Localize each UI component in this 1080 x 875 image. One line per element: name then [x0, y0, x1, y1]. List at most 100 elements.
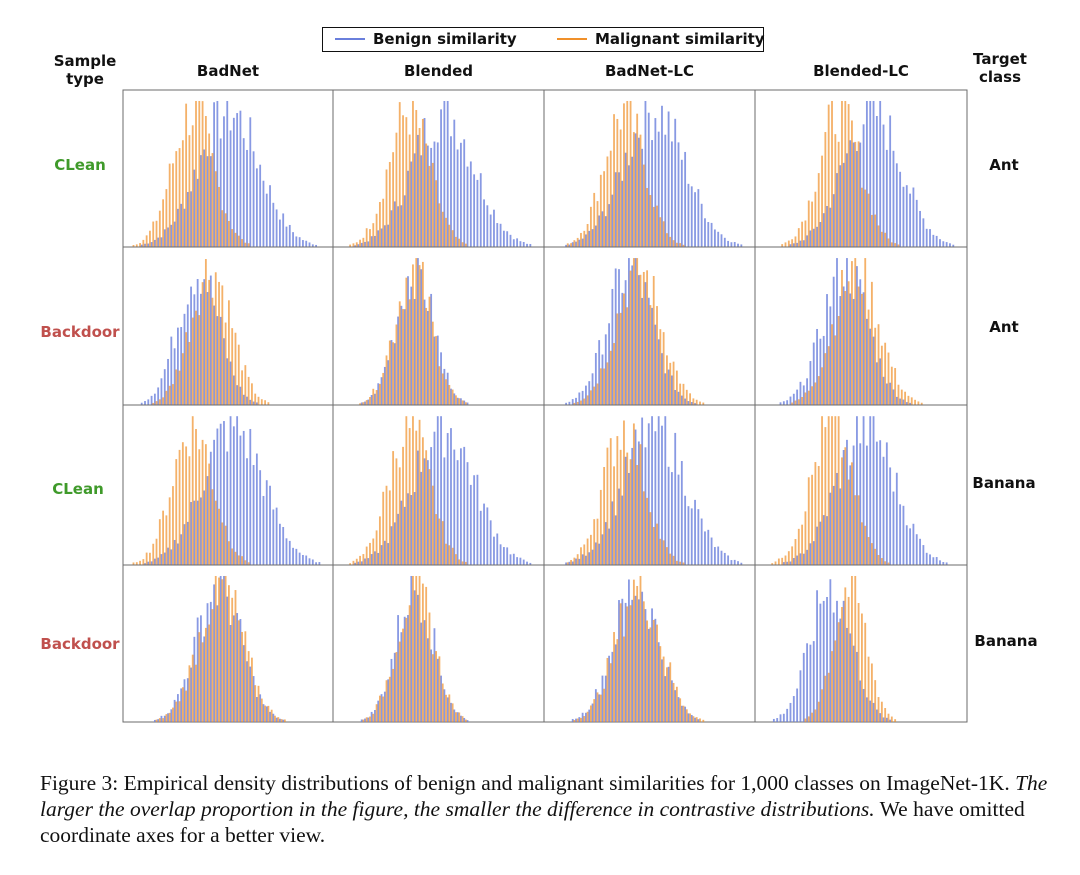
benign-bar: [575, 718, 577, 722]
benign-bar: [417, 594, 419, 722]
benign-bar: [707, 529, 710, 565]
malignant-bar: [218, 186, 220, 247]
benign-bar: [173, 699, 176, 722]
benign-bar: [364, 401, 366, 405]
benign-bar: [393, 652, 396, 722]
malignant-bar: [596, 692, 599, 722]
benign-bar: [269, 185, 271, 247]
benign-bar: [239, 619, 242, 722]
benign-bar: [526, 243, 528, 247]
benign-bar: [223, 116, 225, 247]
target-class-ant-1: Ant: [989, 156, 1019, 174]
benign-bar: [200, 497, 202, 565]
benign-bar: [601, 534, 604, 565]
benign-bar: [216, 605, 219, 722]
benign-bar: [249, 428, 252, 565]
benign-bar: [364, 241, 366, 247]
malignant-bar: [349, 563, 352, 565]
benign-bar: [677, 474, 680, 565]
benign-bar: [819, 222, 822, 247]
benign-bar: [859, 142, 862, 247]
target-class-header-line2: class: [978, 68, 1021, 86]
benign-bar: [459, 398, 462, 405]
benign-bar: [236, 613, 239, 722]
benign-bar: [463, 717, 466, 722]
malignant-bar: [378, 383, 381, 405]
benign-bar: [163, 552, 166, 565]
malignant-bar: [165, 714, 168, 722]
malignant-bar: [685, 389, 688, 405]
benign-bar: [608, 204, 610, 247]
benign-bar: [786, 708, 789, 722]
benign-bar: [177, 208, 179, 247]
malignant-bar: [428, 165, 431, 247]
row-label-clean-banana: CLean: [52, 480, 104, 498]
malignant-bar: [244, 631, 247, 722]
benign-bar: [608, 655, 610, 722]
benign-bar: [173, 348, 176, 405]
benign-bar: [942, 562, 945, 565]
malignant-bar: [804, 511, 807, 565]
malignant-bar: [412, 416, 414, 565]
benign-bar: [585, 555, 587, 565]
malignant-bar: [162, 199, 164, 247]
benign-bar: [272, 509, 275, 565]
malignant-bar: [834, 640, 837, 722]
benign-bar: [733, 241, 736, 247]
malignant-bar: [639, 575, 642, 722]
benign-bar: [370, 711, 373, 722]
benign-bar: [430, 147, 433, 247]
benign-bar: [209, 451, 212, 565]
malignant-bar: [211, 153, 214, 247]
benign-bar: [370, 554, 373, 565]
malignant-bar: [359, 555, 361, 565]
benign-bar: [265, 706, 268, 722]
benign-bar: [697, 719, 700, 722]
benign-bar: [932, 234, 935, 247]
benign-bar: [167, 227, 169, 247]
malignant-bar: [402, 115, 404, 247]
benign-bar: [621, 495, 624, 565]
benign-bar: [637, 275, 640, 405]
benign-bar: [153, 719, 156, 722]
benign-bar: [383, 366, 386, 405]
malignant-bar: [428, 296, 431, 405]
target-class-header: Target class: [960, 50, 1040, 86]
benign-bar: [796, 242, 799, 247]
benign-bar: [575, 397, 577, 405]
benign-bar: [865, 318, 868, 405]
malignant-bar: [352, 560, 355, 565]
benign-bar: [634, 133, 637, 247]
benign-bar: [664, 373, 667, 405]
malignant-bar: [155, 719, 158, 722]
benign-bar: [809, 230, 812, 247]
malignant-bar: [699, 401, 701, 405]
malignant-bar: [221, 579, 224, 722]
malignant-bar: [158, 210, 161, 247]
benign-bar: [694, 717, 696, 722]
malignant-bar: [382, 696, 385, 722]
benign-bar: [802, 240, 805, 247]
benign-bar: [594, 225, 597, 247]
benign-bar: [450, 428, 452, 565]
malignant-bar: [636, 465, 639, 565]
malignant-bar: [804, 718, 807, 722]
target-class-banana-2: Banana: [974, 632, 1038, 650]
benign-bar: [832, 612, 835, 722]
benign-bar: [255, 697, 258, 722]
malignant-bar: [267, 705, 270, 722]
benign-bar: [285, 226, 288, 247]
malignant-bar: [237, 620, 240, 722]
benign-bar: [232, 375, 235, 405]
malignant-bar: [613, 343, 615, 405]
benign-bar: [628, 165, 630, 247]
benign-bar: [430, 447, 433, 565]
benign-bar: [150, 242, 153, 247]
benign-bar: [450, 702, 452, 722]
malignant-bar: [580, 400, 582, 405]
histogram-panel: [122, 89, 334, 248]
benign-bar: [173, 221, 176, 247]
benign-bar: [661, 105, 663, 247]
malignant-bar: [218, 577, 220, 722]
malignant-bar: [405, 617, 408, 722]
